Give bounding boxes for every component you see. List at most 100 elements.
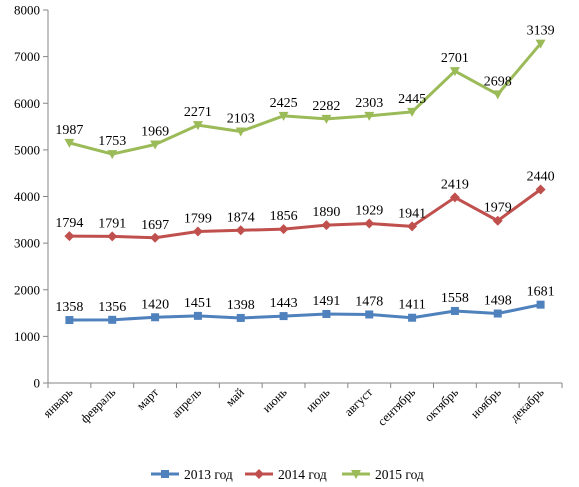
y-tick-label: 4000 xyxy=(14,189,40,204)
x-axis-ticks: январь февраль март апрель май июнь июль август… xyxy=(40,383,563,429)
data-labels: 1358 1356 1420 1451 1398 1443 1491 1478 1411 1558… xyxy=(55,24,554,315)
x-tick-label: декабрь xyxy=(507,385,547,425)
data-point xyxy=(321,114,332,124)
data-point xyxy=(235,225,246,236)
x-tick-label: февраль xyxy=(78,385,119,426)
data-label: 2701 xyxy=(441,51,469,66)
data-point xyxy=(535,39,546,49)
data-label: 1491 xyxy=(312,294,340,309)
data-point xyxy=(322,309,331,318)
data-label: 2445 xyxy=(398,92,426,107)
series-line-2 xyxy=(69,42,542,156)
series-line-0 xyxy=(69,303,541,322)
legend-marker xyxy=(351,470,361,479)
data-label: 1874 xyxy=(227,210,255,225)
data-label: 2282 xyxy=(312,99,340,114)
data-point xyxy=(192,226,203,237)
y-tick-label: 3000 xyxy=(14,236,40,251)
series-line-1 xyxy=(69,188,542,240)
data-point xyxy=(364,218,375,229)
x-tick-label: март xyxy=(134,385,162,413)
data-point xyxy=(64,231,75,242)
legend-marker xyxy=(161,470,169,478)
data-label: 1478 xyxy=(355,294,383,309)
data-point xyxy=(365,310,374,319)
data-label: 1987 xyxy=(55,123,83,138)
y-tick-label: 2000 xyxy=(14,282,40,297)
x-tick-label: январь xyxy=(40,385,75,420)
data-label: 1794 xyxy=(55,216,83,231)
data-label: 1969 xyxy=(141,125,169,140)
data-label: 1791 xyxy=(98,216,126,231)
data-point xyxy=(536,300,545,309)
data-label: 1890 xyxy=(312,205,340,220)
data-point xyxy=(65,316,74,325)
axes xyxy=(47,10,562,384)
data-point xyxy=(450,306,459,315)
data-point xyxy=(407,221,418,232)
x-tick-label: август xyxy=(342,385,376,419)
data-point xyxy=(236,313,245,322)
data-point xyxy=(193,311,202,320)
data-label: 2440 xyxy=(527,170,555,185)
x-tick-label: май xyxy=(223,385,247,409)
y-axis-ticks: 0 1000 2000 3000 4000 5000 6000 7000 8000 xyxy=(14,3,48,391)
data-point xyxy=(278,111,289,121)
legend-entry: 2013 год xyxy=(184,467,233,482)
data-label: 1358 xyxy=(55,300,83,315)
data-label: 2103 xyxy=(227,111,255,126)
x-tick-label: октябрь xyxy=(422,385,461,424)
data-point xyxy=(408,313,417,322)
data-label: 1451 xyxy=(184,296,212,311)
x-tick-label: сентябрь xyxy=(375,385,419,429)
data-label: 3139 xyxy=(527,24,555,39)
x-tick-label: апрель xyxy=(169,385,204,420)
data-label: 1979 xyxy=(484,201,512,216)
series-markers xyxy=(64,39,546,325)
x-tick-label: июль xyxy=(303,385,333,415)
data-label: 1398 xyxy=(227,298,255,313)
data-point xyxy=(449,192,460,203)
data-label: 2425 xyxy=(270,96,298,111)
data-label: 1420 xyxy=(141,297,169,312)
data-point xyxy=(64,138,75,148)
legend: 2013 год 2014 год 2015 год xyxy=(151,467,424,482)
series-lines xyxy=(69,42,542,322)
data-point xyxy=(407,107,418,117)
x-tick-label: ноябрь xyxy=(468,385,504,421)
data-label: 2271 xyxy=(184,105,212,120)
data-point xyxy=(492,90,503,100)
data-point xyxy=(108,315,117,324)
data-point xyxy=(449,67,460,77)
data-point xyxy=(364,111,375,121)
data-point xyxy=(192,121,203,131)
data-point xyxy=(151,313,160,322)
data-label: 1411 xyxy=(398,298,425,313)
data-point xyxy=(279,312,288,321)
y-tick-label: 7000 xyxy=(14,49,40,64)
data-point xyxy=(107,150,118,160)
data-label: 1558 xyxy=(441,291,469,306)
data-label: 2419 xyxy=(441,177,469,192)
data-label: 1799 xyxy=(184,211,212,226)
y-tick-label: 1000 xyxy=(14,329,40,344)
data-label: 2698 xyxy=(484,74,512,89)
data-point xyxy=(150,140,161,150)
y-tick-label: 8000 xyxy=(14,3,40,18)
data-label: 1929 xyxy=(355,204,383,219)
legend-entry: 2014 год xyxy=(278,467,327,482)
data-point xyxy=(107,231,118,242)
data-point xyxy=(235,127,246,137)
data-point xyxy=(492,215,503,226)
data-label: 1941 xyxy=(398,206,426,221)
data-point xyxy=(535,184,546,195)
data-point xyxy=(150,232,161,243)
y-tick-label: 5000 xyxy=(14,142,40,157)
data-label: 1498 xyxy=(484,294,512,309)
data-label: 1697 xyxy=(141,218,169,233)
data-label: 1443 xyxy=(270,296,298,311)
x-tick-label: июнь xyxy=(260,385,290,415)
data-point xyxy=(321,220,332,231)
